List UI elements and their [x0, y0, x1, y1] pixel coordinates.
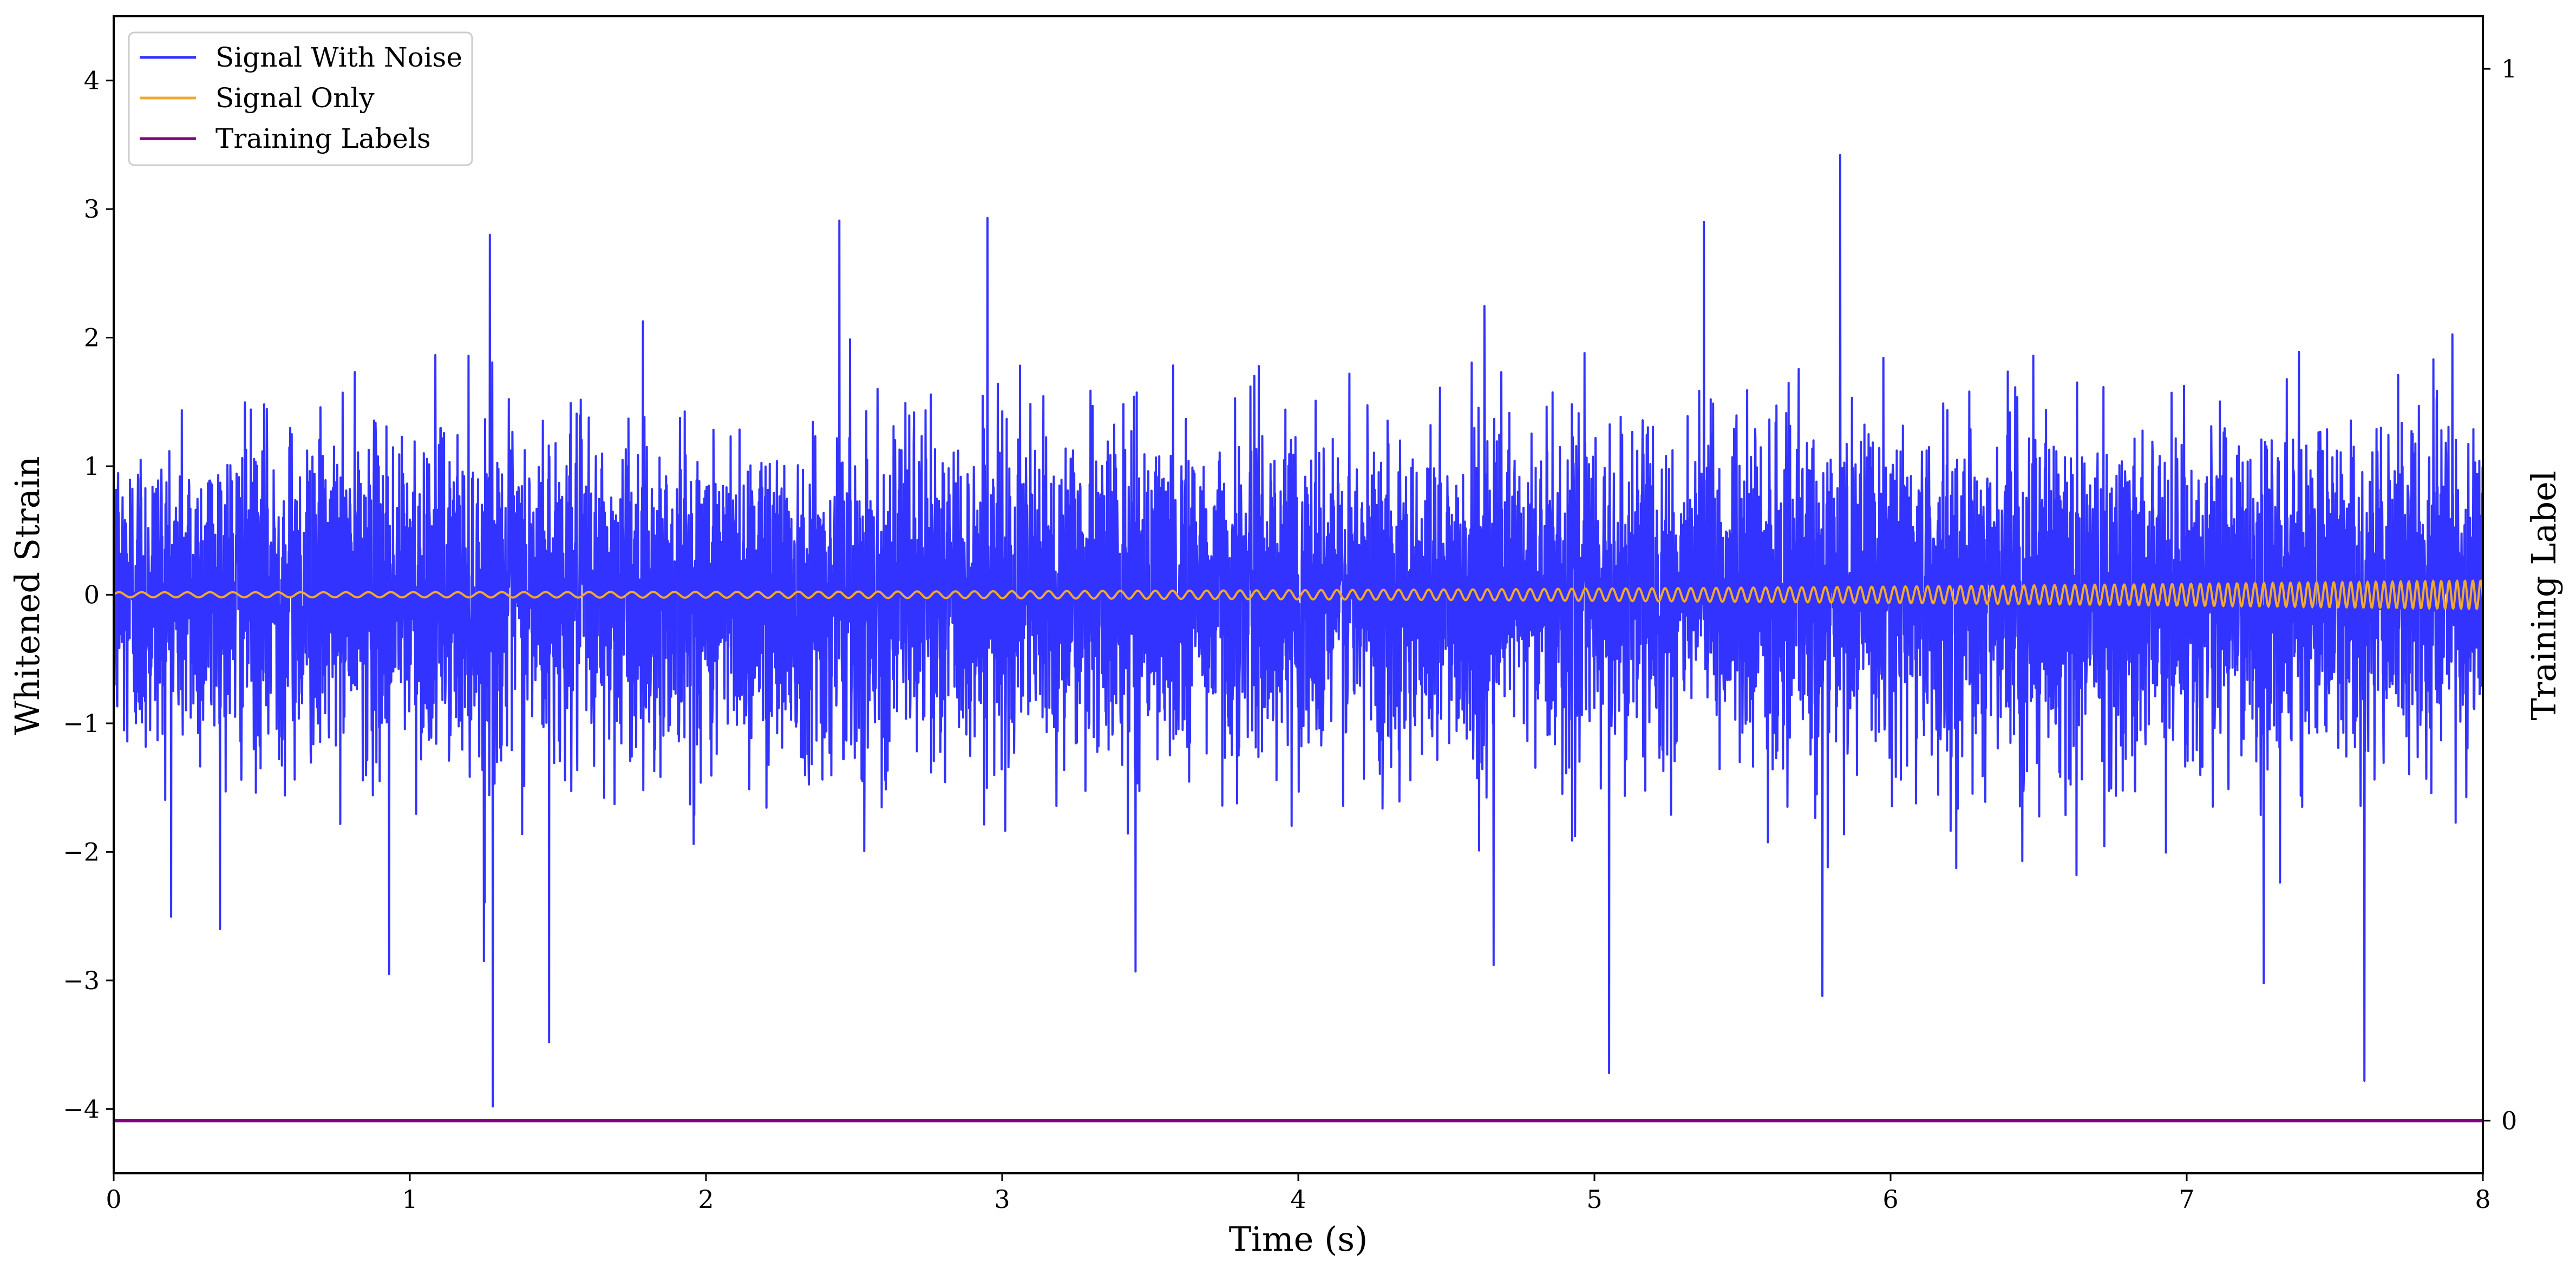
signal-with-noise-series	[113, 154, 2484, 1108]
y-axis-left: 4 3 2 1 0 −1 −2 −3 −4	[63, 66, 114, 1123]
legend-label-signal-with-noise: Signal With Noise	[215, 42, 462, 73]
y-tick-label: −3	[63, 966, 100, 995]
x-tick-label: 6	[1882, 1185, 1898, 1214]
y-tick-label: 2	[84, 323, 100, 352]
y-axis-title: Whitened Strain	[8, 456, 47, 735]
legend-box	[128, 31, 473, 166]
legend-label-signal-only: Signal Only	[215, 82, 375, 114]
x-tick-label: 0	[106, 1185, 121, 1214]
y-tick-label: −1	[63, 709, 100, 738]
y-tick-label: −2	[63, 837, 100, 866]
y2-tick-label: 1	[2501, 54, 2517, 83]
y2-tick-label: 0	[2501, 1106, 2517, 1135]
y2-axis-title: Training Label	[2524, 471, 2564, 720]
y-tick-label: 0	[84, 580, 100, 610]
x-tick-label: 2	[698, 1185, 714, 1214]
x-tick-label: 4	[1290, 1185, 1306, 1214]
x-tick-label: 7	[2179, 1185, 2194, 1214]
x-tick-label: 1	[402, 1185, 417, 1214]
x-axis-title: Time (s)	[1229, 1219, 1368, 1259]
x-axis: 0 1 2 3 4 5 6 7 8	[106, 1173, 2491, 1214]
signal-only-line	[113, 579, 2484, 611]
y-tick-label: 4	[84, 66, 100, 95]
signal-with-noise-line	[113, 154, 2484, 1108]
signal-only-series	[113, 579, 2484, 611]
y-axis-right: 10	[2483, 54, 2517, 1135]
legend-label-training-labels: Training Labels	[215, 123, 431, 154]
legend: Signal With Noise Signal Only Training L…	[128, 31, 473, 166]
x-tick-label: 8	[2475, 1185, 2490, 1214]
x-tick-label: 5	[1586, 1185, 1602, 1214]
x-tick-label: 3	[994, 1185, 1010, 1214]
y-tick-label: 3	[84, 194, 100, 224]
y-tick-label: −4	[63, 1094, 100, 1123]
y-tick-label: 1	[84, 452, 100, 481]
